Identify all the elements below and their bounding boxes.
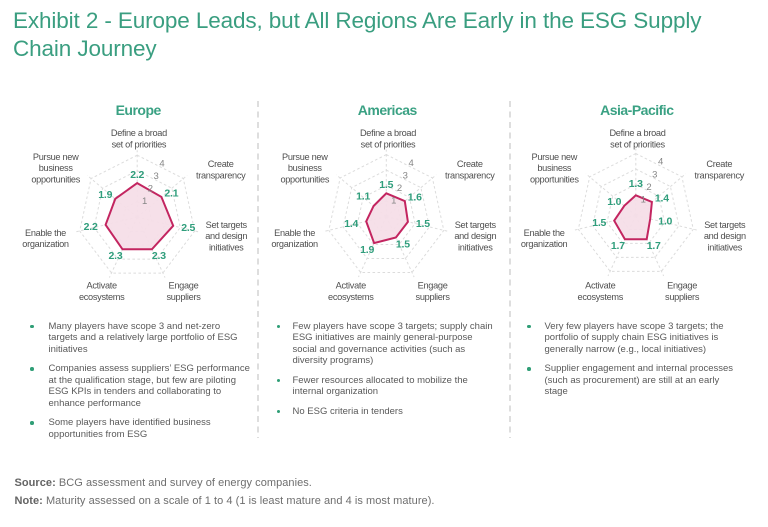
svg-text:4: 4: [658, 157, 663, 168]
svg-text:ecosystems: ecosystems: [328, 292, 374, 302]
svg-text:3: 3: [403, 170, 408, 181]
svg-text:1.0: 1.0: [658, 215, 672, 227]
svg-text:Pursue new: Pursue new: [282, 152, 328, 162]
svg-text:Pursue new: Pursue new: [532, 152, 578, 162]
svg-text:opportunities: opportunities: [530, 175, 579, 185]
svg-text:Set targets: Set targets: [455, 220, 497, 230]
svg-text:Activate: Activate: [87, 281, 117, 291]
svg-text:initiatives: initiatives: [708, 242, 743, 252]
svg-text:organization: organization: [521, 239, 568, 249]
svg-text:1.5: 1.5: [416, 218, 430, 230]
svg-text:Create: Create: [706, 159, 732, 169]
svg-text:Define a broad: Define a broad: [609, 128, 665, 138]
svg-text:2: 2: [148, 184, 153, 195]
svg-text:Europe: Europe: [116, 102, 162, 118]
svg-text:2.1: 2.1: [164, 187, 178, 199]
svg-text:Create: Create: [208, 159, 234, 169]
svg-text:Engage: Engage: [667, 281, 697, 291]
svg-text:1.0: 1.0: [607, 196, 621, 208]
svg-text:2.5: 2.5: [181, 222, 195, 234]
svg-text:ecosystems: ecosystems: [79, 292, 125, 302]
svg-text:1.4: 1.4: [344, 218, 358, 230]
svg-text:1.5: 1.5: [379, 179, 393, 191]
svg-text:2.3: 2.3: [109, 250, 123, 262]
svg-text:1: 1: [391, 196, 396, 207]
svg-text:3: 3: [652, 169, 657, 180]
svg-text:and design: and design: [454, 231, 496, 241]
svg-text:and design: and design: [205, 231, 247, 241]
svg-text:1.3: 1.3: [629, 178, 643, 190]
svg-text:Define a broad: Define a broad: [111, 128, 167, 138]
svg-text:3: 3: [154, 171, 159, 182]
svg-text:suppliers: suppliers: [416, 292, 451, 302]
svg-text:suppliers: suppliers: [166, 292, 201, 302]
svg-text:1: 1: [142, 196, 147, 207]
svg-text:suppliers: suppliers: [665, 292, 700, 302]
svg-text:transparency: transparency: [196, 170, 246, 180]
svg-text:1.9: 1.9: [360, 244, 374, 256]
svg-text:Activate: Activate: [585, 281, 615, 291]
svg-text:organization: organization: [22, 239, 69, 249]
svg-text:1.4: 1.4: [655, 192, 669, 204]
svg-text:2.2: 2.2: [130, 169, 144, 181]
svg-text:1.1: 1.1: [356, 190, 370, 202]
svg-text:Enable the: Enable the: [25, 228, 66, 238]
svg-text:opportunities: opportunities: [280, 175, 329, 185]
svg-text:Engage: Engage: [418, 281, 448, 291]
svg-text:Activate: Activate: [336, 281, 366, 291]
svg-text:Engage: Engage: [169, 281, 199, 291]
svg-text:Asia-Pacific: Asia-Pacific: [600, 102, 674, 118]
svg-text:transparency: transparency: [445, 170, 495, 180]
svg-text:1: 1: [641, 194, 646, 205]
svg-text:and design: and design: [704, 231, 746, 241]
svg-text:Set targets: Set targets: [704, 220, 746, 230]
svg-text:4: 4: [408, 158, 413, 169]
svg-text:opportunities: opportunities: [31, 175, 80, 185]
svg-text:2.2: 2.2: [84, 221, 98, 233]
svg-text:2: 2: [397, 183, 402, 194]
svg-text:Enable the: Enable the: [524, 228, 565, 238]
svg-text:organization: organization: [271, 239, 318, 249]
svg-text:Define a broad: Define a broad: [360, 128, 416, 138]
svg-text:business: business: [537, 163, 572, 173]
svg-text:1.7: 1.7: [611, 240, 625, 252]
svg-text:Enable the: Enable the: [274, 228, 315, 238]
svg-text:business: business: [288, 163, 323, 173]
svg-text:4: 4: [159, 158, 164, 169]
svg-text:initiatives: initiatives: [458, 242, 493, 252]
svg-text:transparency: transparency: [695, 170, 745, 180]
svg-text:initiatives: initiatives: [209, 242, 244, 252]
svg-text:2: 2: [646, 182, 651, 193]
svg-text:set of priorities: set of priorities: [112, 139, 167, 149]
svg-text:1.7: 1.7: [647, 240, 661, 252]
svg-text:1.5: 1.5: [592, 217, 606, 229]
svg-text:Set targets: Set targets: [206, 220, 248, 230]
svg-text:Pursue new: Pursue new: [33, 152, 79, 162]
svg-text:2.3: 2.3: [152, 250, 166, 262]
svg-text:Americas: Americas: [358, 102, 418, 118]
svg-text:1.9: 1.9: [98, 189, 112, 201]
svg-text:set of priorities: set of priorities: [610, 139, 665, 149]
svg-text:ecosystems: ecosystems: [578, 292, 624, 302]
svg-text:1.5: 1.5: [396, 238, 410, 250]
svg-text:1.6: 1.6: [408, 192, 422, 204]
svg-text:set of priorities: set of priorities: [361, 139, 416, 149]
svg-text:business: business: [39, 163, 74, 173]
svg-text:Create: Create: [457, 159, 483, 169]
